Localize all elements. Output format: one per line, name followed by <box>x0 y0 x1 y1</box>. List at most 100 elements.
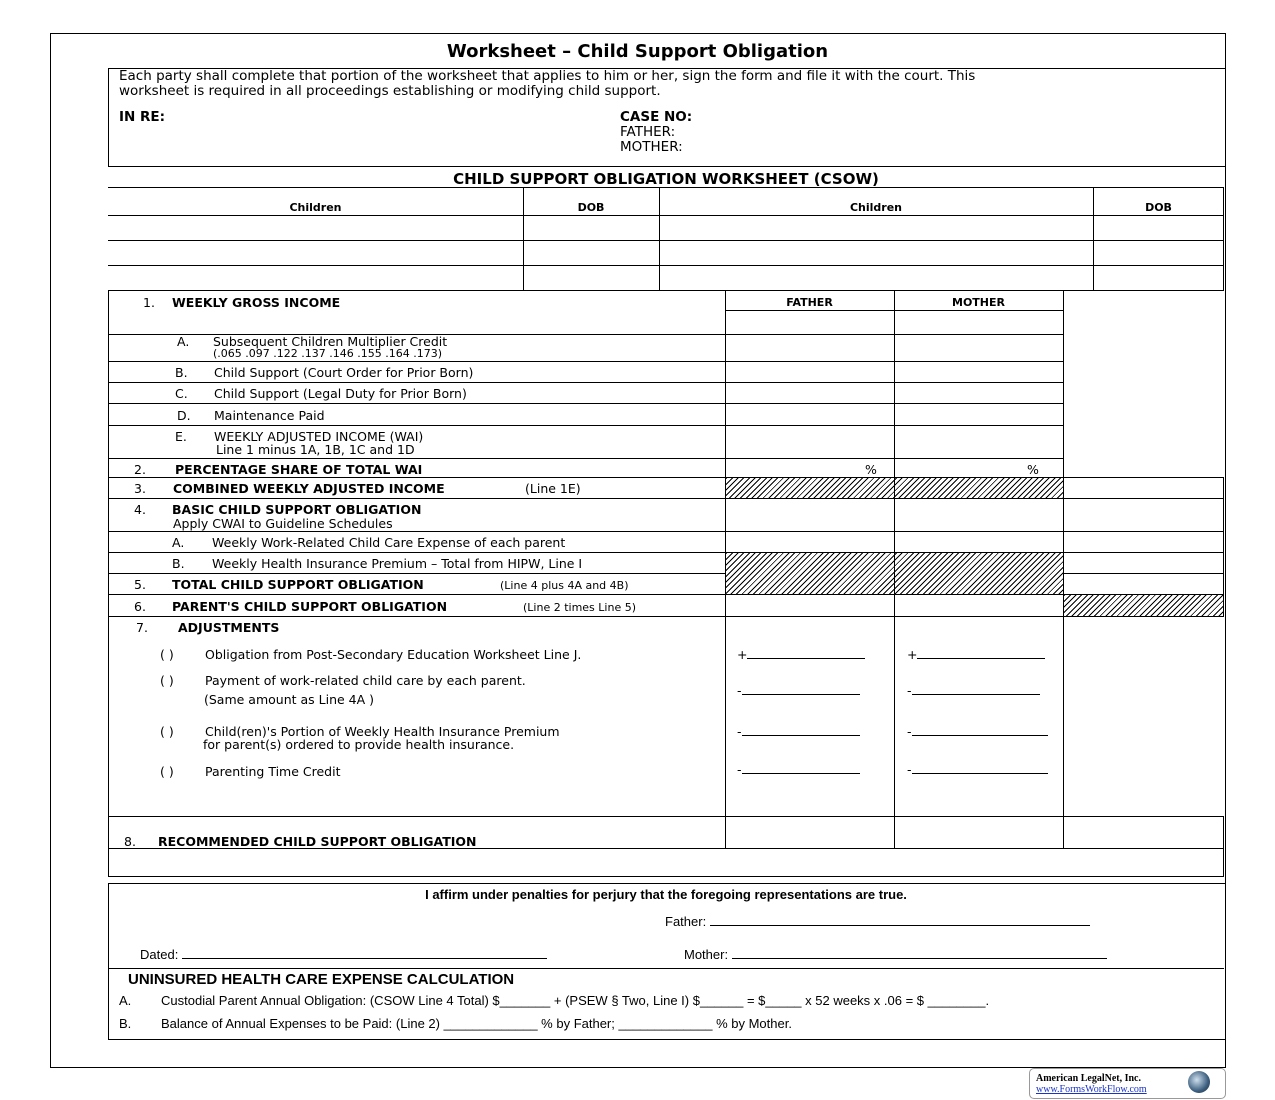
line-5-label: TOTAL CHILD SUPPORT OBLIGATION <box>172 577 424 592</box>
adjustment-note: for parent(s) ordered to provide health … <box>203 737 515 752</box>
mother-label: MOTHER: <box>620 139 683 155</box>
divider <box>108 334 1063 335</box>
adjustment-checkbox[interactable]: ( ) <box>160 647 174 662</box>
line-7-label: ADJUSTMENTS <box>178 620 280 635</box>
line-number: 7. <box>136 620 148 635</box>
divider <box>108 290 109 876</box>
line-1b-label: Child Support (Court Order for Prior Bor… <box>214 365 474 380</box>
line-3-label: COMBINED WEEKLY ADJUSTED INCOME <box>173 481 445 496</box>
father-signature-label: Father: <box>665 914 707 929</box>
adjustment-label: Payment of work-related child care by ea… <box>205 673 526 688</box>
divider <box>108 265 1224 266</box>
adjustment-label: Obligation from Post-Secondary Education… <box>205 647 582 662</box>
divider <box>108 458 1063 459</box>
adjustment-checkbox[interactable]: ( ) <box>160 724 174 739</box>
mother-column-header: MOTHER <box>952 296 1005 309</box>
mother-adjustment-field[interactable]: - <box>907 684 1040 698</box>
line-2-label: PERCENTAGE SHARE OF TOTAL WAI <box>175 462 423 477</box>
line-1-label: WEEKLY GROSS INCOME <box>172 295 341 310</box>
line-number: 6. <box>134 599 146 614</box>
line-8-label: RECOMMENDED CHILD SUPPORT OBLIGATION <box>158 834 477 849</box>
divider <box>108 498 1224 499</box>
father-adjustment-field[interactable]: - <box>737 725 860 739</box>
uninsured-line-a: Custodial Parent Annual Obligation: (CSO… <box>161 993 990 1008</box>
minus-sign: - <box>737 724 742 739</box>
father-adjustment-field[interactable]: + <box>737 647 866 662</box>
line-number: C. <box>175 386 188 401</box>
children-header: Children <box>849 201 903 214</box>
minus-sign: - <box>907 762 912 777</box>
adjustment-checkbox[interactable]: ( ) <box>160 764 174 779</box>
line-1d-label: Maintenance Paid <box>214 408 325 423</box>
line-number: 2. <box>134 462 146 477</box>
divider <box>108 816 1224 817</box>
case-no-label: CASE NO: <box>620 109 693 125</box>
father-adjustment-field[interactable]: - <box>737 684 860 698</box>
line-number: E. <box>175 429 187 444</box>
adjustment-note: (Same amount as Line 4A ) <box>204 692 375 707</box>
dated-label: Dated: <box>140 947 179 962</box>
company-url[interactable]: www.FormsWorkFlow.com <box>1036 1084 1147 1095</box>
minus-sign: - <box>737 683 742 698</box>
divider <box>523 187 524 290</box>
line-number: D. <box>177 408 191 423</box>
divider <box>108 573 1224 574</box>
mother-signature-field[interactable]: Mother: <box>684 948 1107 962</box>
father-column-header: FATHER <box>786 296 833 309</box>
father-adjustment-field[interactable]: - <box>737 763 860 777</box>
divider <box>108 477 1224 478</box>
divider <box>1093 187 1094 290</box>
page-title: Worksheet – Child Support Obligation <box>446 41 829 62</box>
divider <box>108 382 1063 383</box>
mother-adjustment-field[interactable]: - <box>907 725 1048 739</box>
line-6-note: (Line 2 times Line 5) <box>523 601 636 614</box>
divider <box>108 848 1224 849</box>
line-number: 4. <box>134 502 146 517</box>
line-number: 3. <box>134 481 146 496</box>
line-6-label: PARENT'S CHILD SUPPORT OBLIGATION <box>172 599 448 614</box>
divider <box>894 552 895 594</box>
line-number: 1. <box>143 295 155 310</box>
line-1a-label: Subsequent Children Multiplier Credit <box>213 334 448 349</box>
line-number: B. <box>175 365 188 380</box>
page-border <box>50 33 1226 1068</box>
globe-icon <box>1188 1071 1210 1093</box>
mother-adjustment-field[interactable]: - <box>907 763 1048 777</box>
divider <box>108 531 1224 532</box>
father-signature-field[interactable]: Father: <box>665 915 1090 929</box>
line-1a-multipliers: (.065 .097 .122 .137 .146 .155 .164 .173… <box>213 347 442 360</box>
mother-percent: % <box>1027 462 1039 477</box>
line-number: A. <box>177 334 190 349</box>
divider <box>1063 290 1064 848</box>
line-1c-label: Child Support (Legal Duty for Prior Born… <box>214 386 467 401</box>
divider <box>659 187 660 290</box>
affirmation-text: I affirm under penalties for perjury tha… <box>425 887 907 902</box>
uninsured-line-b: Balance of Annual Expenses to be Paid: (… <box>161 1016 792 1031</box>
adjustment-label: Parenting Time Credit <box>205 764 341 779</box>
divider <box>1223 187 1224 290</box>
divider <box>108 968 1224 969</box>
plus-sign: + <box>907 647 918 662</box>
adjustment-checkbox[interactable]: ( ) <box>160 673 174 688</box>
csow-title: CHILD SUPPORT OBLIGATION WORKSHEET (CSOW… <box>453 170 879 188</box>
plus-sign: + <box>737 647 748 662</box>
dated-field[interactable]: Dated: <box>140 948 547 962</box>
in-re-label: IN RE: <box>119 109 166 125</box>
divider <box>108 361 1063 362</box>
divider <box>1223 816 1224 876</box>
divider <box>108 876 1224 877</box>
divider <box>108 215 1224 216</box>
divider <box>108 187 1224 188</box>
line-number: 8. <box>124 834 136 849</box>
mother-adjustment-field[interactable]: + <box>907 647 1046 662</box>
line-number: 5. <box>134 577 146 592</box>
line-4-note: Apply CWAI to Guideline Schedules <box>173 516 393 531</box>
divider <box>725 310 1063 311</box>
line-4a-label: Weekly Work-Related Child Care Expense o… <box>212 535 566 550</box>
intro-box <box>108 68 1225 167</box>
line-number: B. <box>172 556 185 571</box>
shaded-cell <box>1064 595 1223 616</box>
divider <box>108 403 1063 404</box>
affirmation-box <box>108 883 1225 1040</box>
divider <box>108 552 1224 553</box>
